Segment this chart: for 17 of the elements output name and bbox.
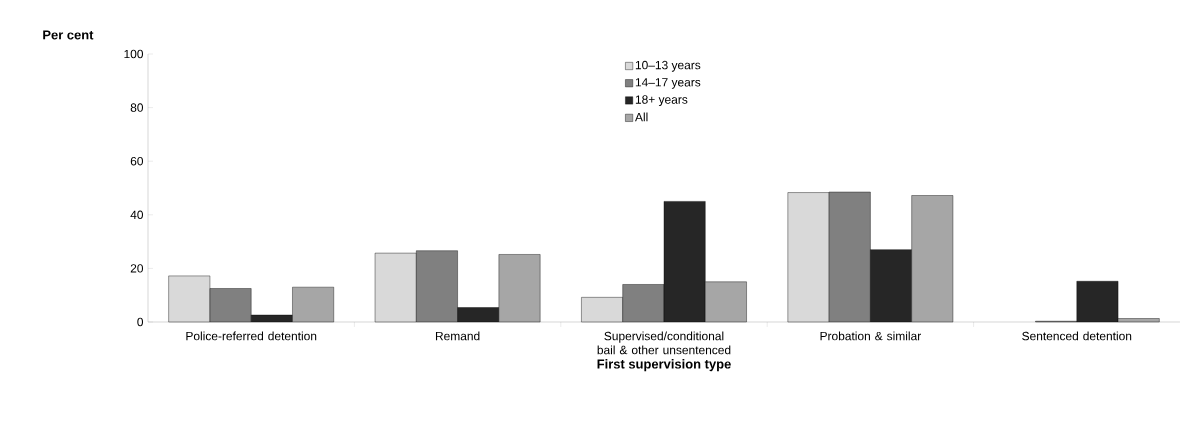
y-axis-title: Per cent xyxy=(43,30,94,40)
y-tick-label: 80 xyxy=(130,103,144,112)
x-tick-label: Probation & similar xyxy=(820,331,921,341)
y-tick-label: 100 xyxy=(124,49,144,59)
y-tick-label: 40 xyxy=(130,210,144,220)
legend-label: 18+ years xyxy=(635,95,688,107)
y-tick-label: 60 xyxy=(130,156,144,166)
x-axis-title: First supervision type xyxy=(597,359,731,372)
y-tick-label: 0 xyxy=(137,317,144,327)
legend-label: 10–13 years xyxy=(635,60,701,72)
y-tick-label: 20 xyxy=(130,264,144,273)
x-tick-label: Supervised/conditional bail & other unsentenced xyxy=(597,331,731,355)
x-tick-label: Remand xyxy=(435,331,480,341)
legend-label: All xyxy=(634,112,648,122)
x-tick-label: Sentenced detention xyxy=(1022,331,1132,341)
legend-label: 14–17 years xyxy=(635,78,701,89)
x-tick-label: Police-referred detention xyxy=(186,331,317,341)
